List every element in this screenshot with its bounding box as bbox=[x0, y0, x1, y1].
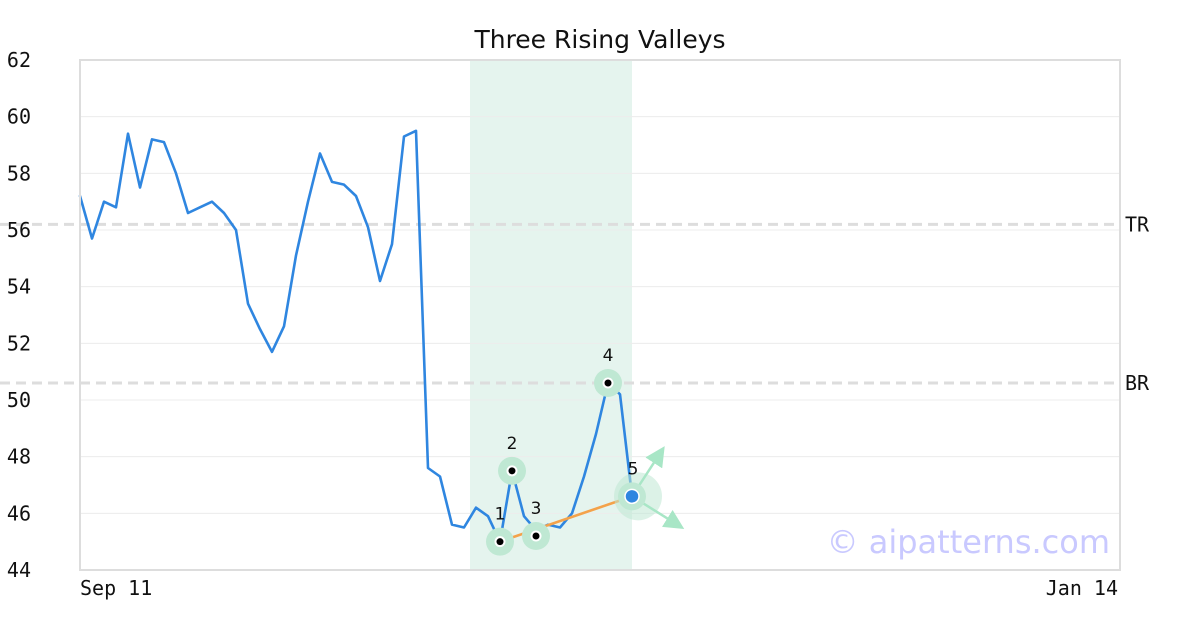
watermark: © aipatterns.com bbox=[827, 523, 1110, 561]
y-tick-label: 50 bbox=[7, 388, 31, 412]
highlight-band bbox=[470, 60, 632, 570]
chart-title: Three Rising Valleys bbox=[473, 25, 725, 54]
pattern-point-dot bbox=[604, 379, 612, 387]
reference-label-tr: TR bbox=[1125, 212, 1150, 236]
y-tick-label: 60 bbox=[7, 105, 31, 129]
x-tick-label: Jan 14 bbox=[1046, 576, 1118, 600]
y-axis-ticks: 44 46 48 50 52 54 56 58 60 62 bbox=[7, 48, 31, 582]
pattern-point-label: 5 bbox=[628, 459, 639, 479]
pattern-point-label: 4 bbox=[603, 346, 614, 366]
pattern-point-dot bbox=[532, 532, 540, 540]
y-tick-label: 56 bbox=[7, 218, 31, 242]
pattern-point-dot bbox=[496, 538, 504, 546]
reference-lines: TR BR bbox=[0, 212, 1150, 395]
pattern-point-label: 2 bbox=[507, 434, 518, 454]
pattern-point-label: 1 bbox=[495, 505, 506, 525]
x-tick-label: Sep 11 bbox=[80, 576, 152, 600]
y-tick-label: 46 bbox=[7, 501, 31, 525]
y-tick-label: 62 bbox=[7, 48, 31, 72]
pattern-point-label: 3 bbox=[531, 499, 542, 519]
y-tick-label: 44 bbox=[7, 558, 31, 582]
y-tick-label: 52 bbox=[7, 331, 31, 355]
pattern-markers: 1 2 3 4 5 bbox=[486, 346, 685, 556]
x-axis-ticks: Sep 11 Jan 14 bbox=[80, 576, 1118, 600]
trend-line bbox=[499, 495, 633, 543]
pattern-point-dot bbox=[508, 467, 516, 475]
y-tick-label: 54 bbox=[7, 275, 31, 299]
grid bbox=[80, 116, 1120, 514]
reference-label-br: BR bbox=[1125, 371, 1150, 395]
y-tick-label: 48 bbox=[7, 445, 31, 469]
plot-border bbox=[79, 59, 1121, 571]
pattern-point-dot bbox=[624, 488, 640, 505]
highlight-rect bbox=[470, 60, 632, 570]
y-tick-label: 58 bbox=[7, 161, 31, 185]
